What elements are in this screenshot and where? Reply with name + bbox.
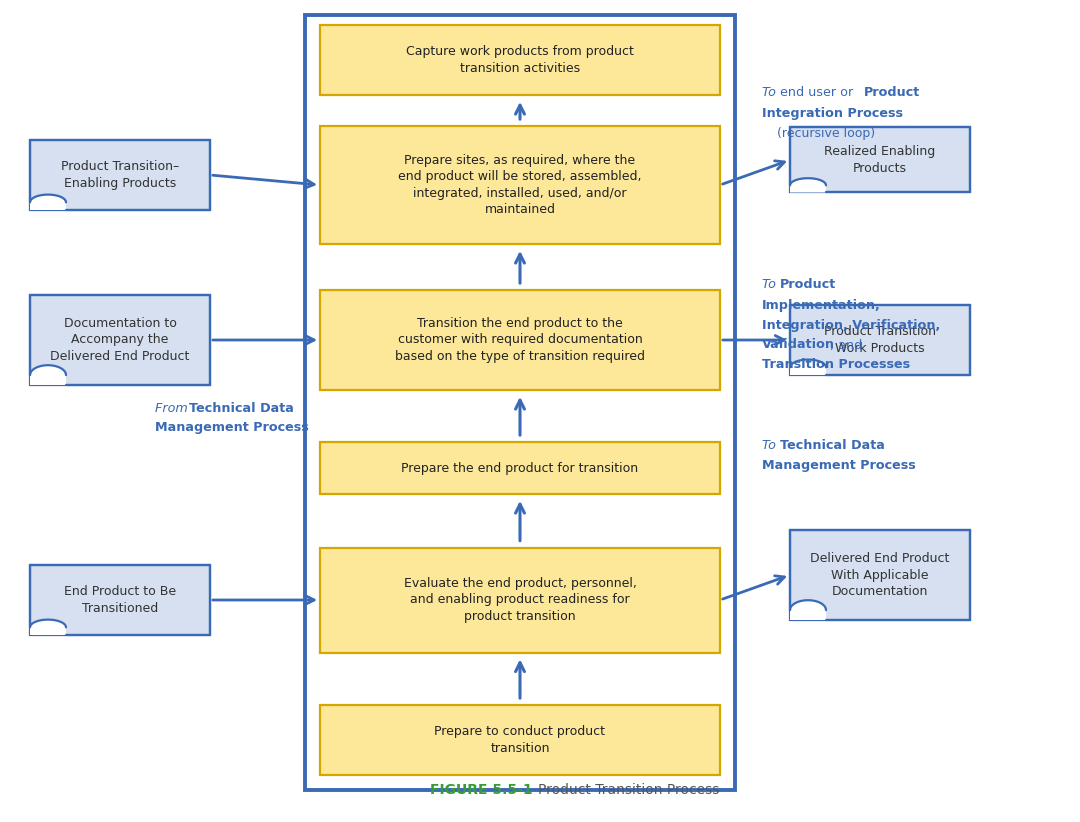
Text: End Product to Be
Transitioned: End Product to Be Transitioned — [64, 585, 176, 615]
FancyBboxPatch shape — [789, 305, 970, 375]
Text: Delivered End Product
With Applicable
Documentation: Delivered End Product With Applicable Do… — [810, 552, 949, 598]
Text: , and: , and — [831, 339, 862, 352]
Polygon shape — [789, 600, 826, 620]
FancyBboxPatch shape — [320, 25, 720, 95]
Text: Capture work products from product
transition activities: Capture work products from product trans… — [406, 45, 634, 75]
Polygon shape — [30, 365, 66, 385]
Text: Management Process: Management Process — [762, 459, 916, 472]
Text: Validation: Validation — [762, 339, 835, 352]
Text: Documentation to
Accompany the
Delivered End Product: Documentation to Accompany the Delivered… — [51, 317, 190, 363]
Polygon shape — [30, 195, 66, 210]
Text: Product Transition
Work Products: Product Transition Work Products — [824, 326, 936, 355]
FancyBboxPatch shape — [30, 140, 210, 210]
FancyBboxPatch shape — [30, 565, 210, 635]
Text: To: To — [762, 279, 780, 292]
Text: FIGURE 5.5-1: FIGURE 5.5-1 — [430, 783, 532, 797]
Text: To: To — [762, 438, 780, 451]
Text: Integration, Verification,: Integration, Verification, — [762, 318, 941, 331]
Text: From: From — [156, 401, 192, 414]
FancyBboxPatch shape — [320, 442, 720, 494]
Text: To: To — [762, 86, 780, 99]
FancyBboxPatch shape — [320, 547, 720, 653]
Text: Management Process: Management Process — [156, 422, 309, 435]
FancyBboxPatch shape — [30, 295, 210, 385]
Text: Prepare the end product for transition: Prepare the end product for transition — [402, 461, 638, 474]
Text: Product: Product — [780, 279, 836, 292]
Polygon shape — [789, 178, 826, 192]
Text: Technical Data: Technical Data — [189, 401, 294, 414]
Text: Technical Data: Technical Data — [780, 438, 885, 451]
Text: Implementation,: Implementation, — [762, 298, 881, 312]
FancyBboxPatch shape — [320, 126, 720, 244]
Text: end user or: end user or — [780, 86, 858, 99]
Text: Prepare to conduct product
transition: Prepare to conduct product transition — [434, 725, 606, 755]
Text: Integration Process: Integration Process — [762, 107, 903, 119]
Text: Prepare sites, as required, where the
end product will be stored, assembled,
int: Prepare sites, as required, where the en… — [399, 154, 642, 216]
Polygon shape — [789, 359, 826, 375]
Text: Transition Processes: Transition Processes — [762, 358, 910, 372]
Text: Evaluate the end product, personnel,
and enabling product readiness for
product : Evaluate the end product, personnel, and… — [404, 577, 636, 623]
Text: Transition the end product to the
customer with required documentation
based on : Transition the end product to the custom… — [395, 317, 645, 363]
Text: (recursive loop): (recursive loop) — [777, 127, 875, 140]
FancyBboxPatch shape — [789, 127, 970, 192]
Text: Realized Enabling
Products: Realized Enabling Products — [824, 145, 935, 175]
FancyBboxPatch shape — [320, 290, 720, 390]
FancyBboxPatch shape — [789, 530, 970, 620]
Text: Product: Product — [864, 86, 920, 99]
Polygon shape — [30, 620, 66, 635]
Text: Product Transition–
Enabling Products: Product Transition– Enabling Products — [60, 160, 179, 190]
Text: Product Transition Process: Product Transition Process — [538, 783, 719, 797]
FancyBboxPatch shape — [320, 705, 720, 775]
